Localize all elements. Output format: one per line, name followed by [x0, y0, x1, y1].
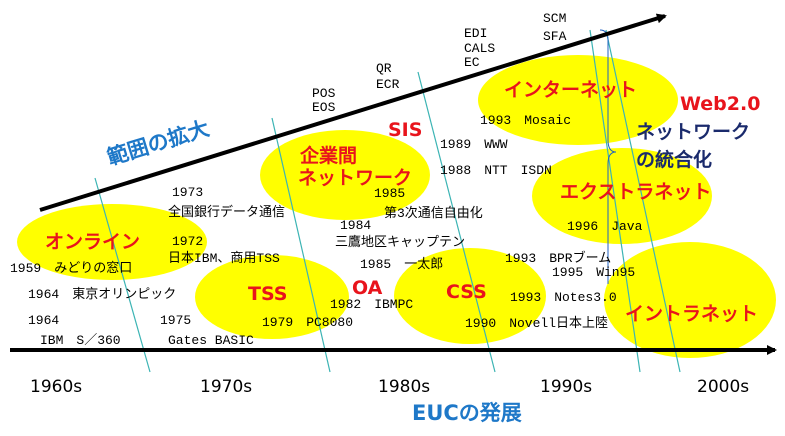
integration-label: の統合化: [636, 148, 712, 171]
event-label: 1993 Mosaic: [480, 113, 571, 128]
event-label: 1975: [160, 313, 191, 328]
decade-label: 1960s: [30, 377, 82, 397]
event-label: EC: [464, 55, 480, 70]
era-line: [417, 71, 496, 373]
era-line: [94, 177, 151, 373]
era-label: Web2.0: [680, 93, 760, 115]
event-label: 1973: [172, 185, 203, 200]
ellipse: [260, 130, 430, 220]
event-label: POS: [312, 86, 336, 101]
event-label: IBM S／360: [40, 333, 121, 348]
ellipse: [532, 148, 712, 244]
ellipse: [604, 242, 776, 358]
scope-arrow: [39, 13, 667, 212]
event-label: 1959 みどりの窓口: [10, 260, 132, 276]
event-label: 1995 Win95: [552, 265, 635, 280]
event-label: 1964: [28, 313, 59, 328]
axis-label: EUCの発展: [412, 401, 522, 425]
event-label: 三鷹地区キャップテン: [335, 235, 465, 250]
event-label: SFA: [543, 29, 567, 44]
event-label: 1990 Novell日本上陸: [465, 315, 608, 331]
era-label: イントラネット: [625, 303, 758, 325]
era-label: TSS: [248, 283, 287, 305]
event-label: 1985 一太郎: [360, 257, 443, 272]
ellipses: [17, 55, 776, 358]
integration-label: ネットワーク: [636, 121, 750, 143]
event-label: 1984: [340, 218, 371, 233]
event-label: EDI: [464, 26, 487, 41]
era-line: [589, 29, 641, 373]
event-label: 1982 IBMPC: [330, 297, 413, 312]
era-line: [605, 29, 681, 373]
era-label: SIS: [388, 119, 422, 141]
event-label: SCM: [543, 11, 566, 26]
event-label: 日本IBM、商用TSS: [168, 251, 280, 266]
era-label: OA: [352, 277, 383, 299]
event-label: 1996 Java: [567, 219, 643, 234]
event-label: EOS: [312, 100, 336, 115]
decade-label: 1990s: [540, 377, 592, 397]
event-label: 第3次通信自由化: [384, 205, 483, 221]
event-label: 全国銀行データ通信: [168, 204, 285, 220]
decade-label: 2000s: [697, 377, 749, 397]
era-label: CSS: [446, 281, 487, 303]
event-label: 1964 東京オリンピック: [28, 286, 176, 302]
era-label: エクストラネット: [560, 181, 711, 203]
decade-label: 1980s: [378, 377, 430, 397]
event-label: 1993 Notes3.0: [510, 290, 617, 305]
event-label: CALS: [464, 41, 495, 56]
ellipse: [478, 55, 678, 145]
era-lines: [94, 29, 681, 373]
event-label: Gates BASIC: [168, 333, 254, 348]
era-label: 企業間: [299, 144, 357, 167]
era-label: インターネット: [504, 79, 637, 101]
event-label: 1993 BPRブーム: [505, 250, 611, 266]
ellipse: [195, 255, 349, 339]
era-label: ネットワーク: [298, 167, 412, 189]
event-label: ECR: [376, 77, 400, 92]
event-label: QR: [376, 61, 392, 76]
event-label: 1979 PC8080: [262, 315, 353, 330]
ellipse: [394, 248, 546, 344]
era-line: [271, 117, 331, 373]
event-label: 1989 WWW: [440, 137, 508, 152]
ellipse: [17, 204, 207, 280]
decade-label: 1970s: [200, 377, 252, 397]
event-label: 1972: [172, 234, 203, 249]
era-label: オンライン: [45, 231, 140, 253]
event-label: 1988 NTT ISDN: [440, 163, 552, 178]
event-label: 1985: [374, 186, 405, 201]
